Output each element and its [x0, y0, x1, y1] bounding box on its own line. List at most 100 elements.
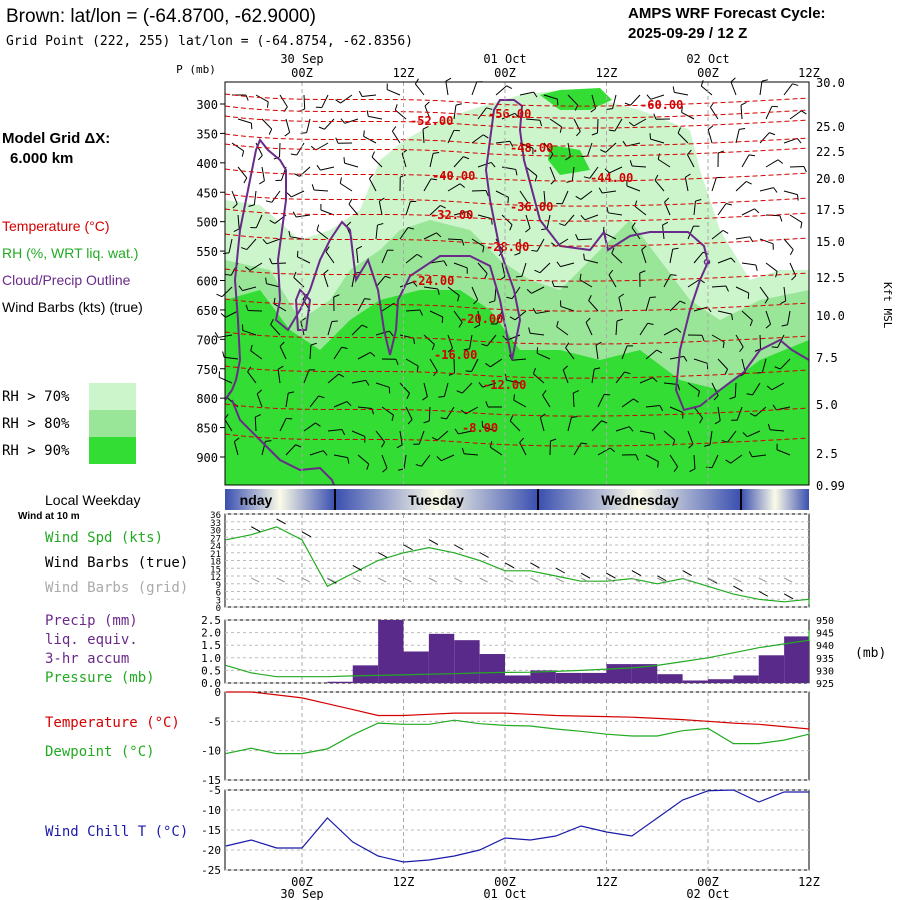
date-label: 01 Oct [483, 887, 526, 900]
wind-barb-flag [595, 341, 602, 346]
wind-barb [237, 118, 252, 124]
wind-barb-flag [672, 86, 675, 93]
isotherm-line [224, 365, 810, 379]
wind-barb-flag [534, 269, 541, 274]
wind-barb [273, 303, 287, 312]
wind-barb [437, 430, 449, 441]
wind-barb [375, 430, 386, 443]
wind-barb-flag [270, 319, 274, 325]
wind-barb-flag [729, 396, 736, 400]
wind-barb-grid [428, 577, 438, 583]
wind-barb-flag [268, 128, 273, 135]
wind-barb [490, 358, 503, 368]
wind-barb [441, 454, 455, 462]
wind-barb [362, 94, 377, 97]
wind-barb [567, 142, 571, 157]
wind-barb-flag [361, 324, 368, 328]
legend-item: RH (%, WRT liq. wat.) [2, 245, 138, 261]
wind-barb-flag [749, 320, 753, 327]
wind-barb-flag [526, 288, 532, 294]
wind-barb-flag [407, 227, 414, 230]
wind-barb-flag [474, 324, 480, 329]
wind-barb [783, 190, 798, 196]
wind-barb-flag [483, 134, 489, 139]
wind-barb-flag [542, 390, 547, 396]
pressure-tick-label: 400 [196, 157, 218, 171]
wind-barb [423, 334, 435, 345]
wind-barb-flag [391, 414, 394, 421]
wind-barb [657, 158, 671, 168]
panel-label: Pressure (mb) [45, 670, 155, 686]
wind-barb [256, 393, 263, 408]
wind-barb-flag [556, 320, 559, 327]
wind-barb [249, 262, 263, 271]
wind-barb [543, 94, 558, 100]
wind-barb [650, 138, 665, 144]
wind-barb [560, 305, 575, 312]
wind-barb-flag [514, 112, 520, 118]
wind-barb [525, 118, 540, 121]
wind-barb [717, 358, 728, 370]
wind-barb-flag [438, 396, 445, 398]
wind-barb-flag [250, 344, 253, 351]
height-tick-label: 17.5 [816, 203, 845, 217]
wind-barb-flag [507, 197, 509, 204]
wind-barb [429, 205, 441, 216]
pressure-tick-label: 800 [196, 392, 218, 406]
wind-barb [605, 142, 617, 153]
wind-barb-flag [346, 401, 352, 407]
date-label: 30 Sep [280, 52, 323, 66]
wind-barb-flag [585, 317, 591, 323]
wind-barb-flag [370, 352, 376, 357]
wind-barb [700, 85, 713, 96]
wind-barb [586, 142, 593, 157]
wind-barb-flag [653, 433, 656, 440]
wind-barb [631, 570, 642, 577]
wind-barb-flag [292, 211, 297, 218]
wind-barb-flag [528, 327, 531, 334]
date-label: 02 Oct [686, 887, 729, 900]
date-label: 30 Sep [280, 887, 323, 900]
isotherm-label: -48.00 [510, 141, 553, 155]
pressure-tick-label: 550 [196, 245, 218, 259]
wind-barb-flag [269, 219, 276, 224]
wind-barb [639, 322, 649, 336]
wind-barb [357, 454, 370, 465]
y-tick-label: 0 [216, 604, 221, 614]
wind-barb-grid [251, 577, 260, 583]
wind-barb [533, 373, 545, 384]
isotherm-line [224, 208, 810, 222]
wind-barb [506, 379, 521, 384]
wind-barb-flag [649, 133, 652, 140]
wind-barb-flag [358, 90, 363, 97]
wind-barb-flag [532, 308, 537, 314]
wind-barb [512, 358, 527, 361]
wind-barb-flag [366, 463, 370, 470]
wind-barb-flag [245, 94, 249, 101]
date-label: 01 Oct [483, 52, 526, 66]
wind-barb [371, 156, 383, 168]
wind-barb [324, 118, 335, 130]
wind-barb-flag [443, 260, 448, 267]
wind-barb [339, 182, 353, 192]
wind-barb-flag [340, 118, 346, 124]
isotherm-line [224, 403, 810, 417]
isotherm-line [224, 193, 810, 207]
wind-barb-flag [689, 468, 696, 472]
wind-barb-flag [247, 366, 252, 373]
wind-barb-flag [433, 152, 440, 154]
wind-barb-flag [416, 365, 419, 373]
wind-barb [536, 238, 545, 252]
wind-barb [285, 393, 289, 408]
precip-bar [454, 640, 480, 683]
y-tick-label: 36 [210, 511, 221, 521]
wind-barb [315, 142, 329, 151]
precip-bar [505, 675, 531, 683]
wind-barb-flag [681, 106, 683, 113]
wind-barb-flag [463, 348, 470, 351]
hour-label: 00Z [697, 66, 719, 80]
wind-barb-flag [700, 80, 704, 87]
wind-barb [386, 89, 401, 96]
panel-label: Wind Spd (kts) [45, 530, 163, 546]
wind-barb-flag [256, 389, 263, 395]
